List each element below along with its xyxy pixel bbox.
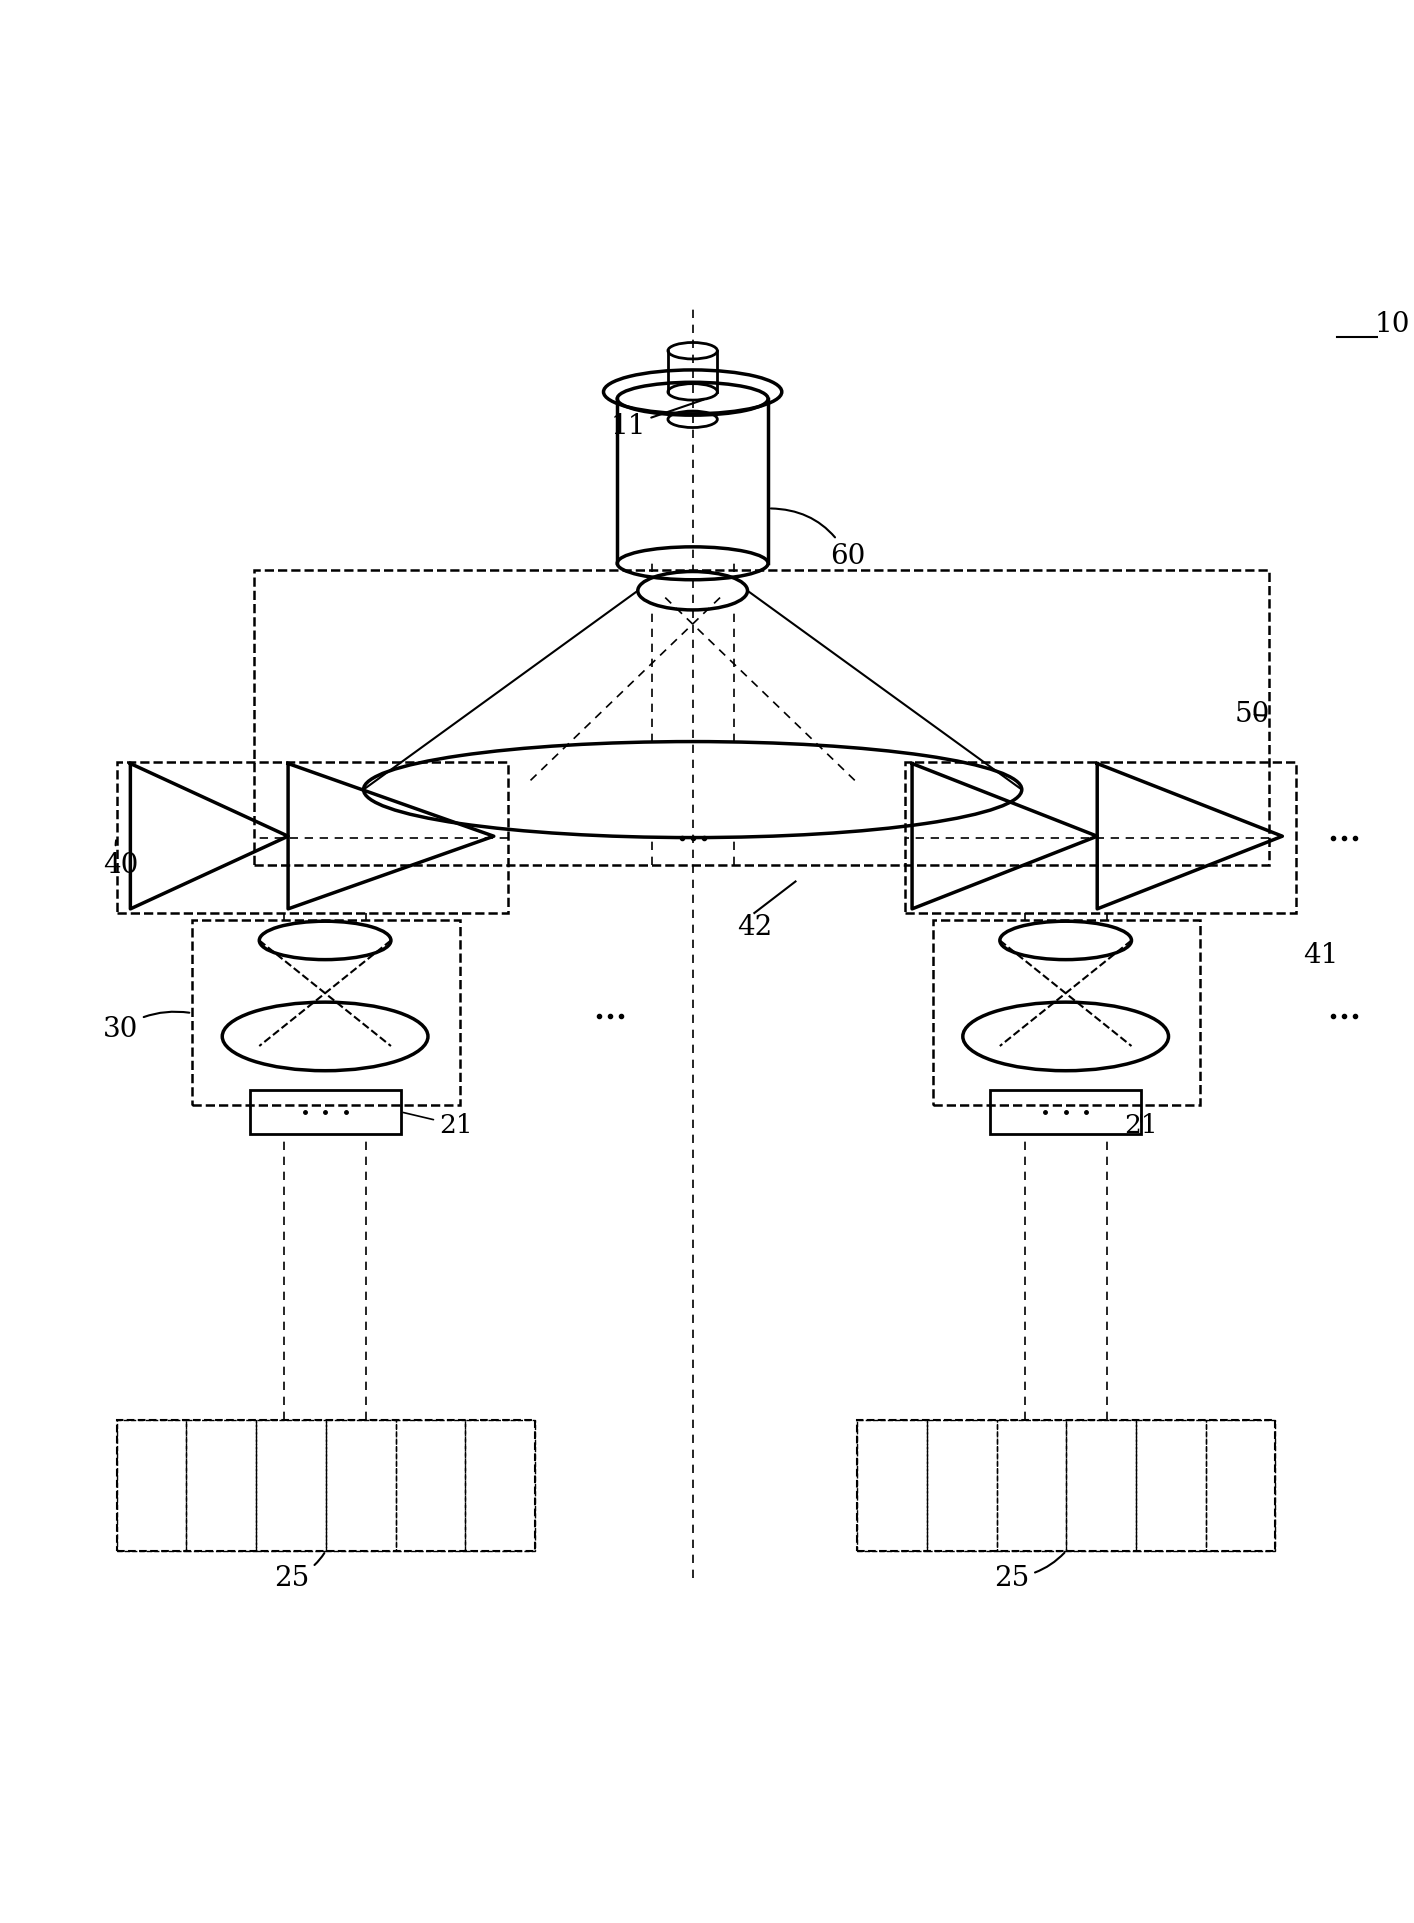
Bar: [1066, 1421, 1135, 1550]
Bar: [1135, 1421, 1206, 1550]
Text: 25: 25: [274, 1554, 324, 1590]
Bar: [325, 1421, 396, 1550]
Text: 30: 30: [103, 1011, 189, 1042]
Bar: [253, 571, 1268, 865]
Bar: [117, 1421, 187, 1550]
Text: 21: 21: [403, 1113, 472, 1138]
Bar: [928, 1421, 997, 1550]
Text: 25: 25: [994, 1554, 1065, 1590]
Bar: [117, 763, 508, 913]
Text: 10: 10: [1374, 312, 1410, 338]
Bar: [857, 1421, 928, 1550]
Text: 41: 41: [1302, 940, 1338, 967]
Text: 11: 11: [611, 400, 704, 440]
Bar: [187, 1421, 256, 1550]
Bar: [192, 921, 460, 1106]
Text: 40: 40: [103, 840, 139, 879]
Bar: [933, 921, 1200, 1106]
Text: 42: 42: [737, 913, 772, 940]
Text: 60: 60: [771, 510, 865, 569]
Bar: [857, 1421, 1275, 1550]
Bar: [256, 1421, 325, 1550]
Bar: [396, 1421, 465, 1550]
Bar: [1206, 1421, 1275, 1550]
Text: 50: 50: [1234, 700, 1270, 727]
Bar: [905, 763, 1297, 913]
Bar: [990, 1090, 1141, 1135]
Bar: [997, 1421, 1066, 1550]
Bar: [250, 1090, 400, 1135]
Bar: [465, 1421, 534, 1550]
Text: 21: 21: [1124, 1113, 1158, 1138]
Bar: [117, 1421, 534, 1550]
